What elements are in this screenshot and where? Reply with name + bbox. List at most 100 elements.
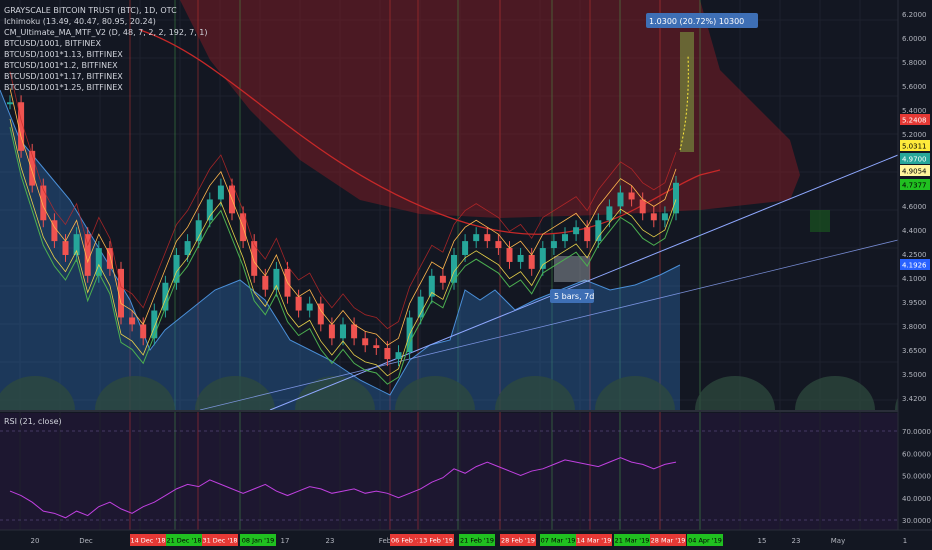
rsi-tick-label: 30.0000: [902, 517, 931, 525]
candle-body: [439, 275, 446, 283]
candle-body: [140, 324, 147, 339]
cycle-arc: [195, 376, 275, 410]
price-tick-label: 4.6000: [902, 203, 927, 211]
bars-label-box: [550, 289, 594, 303]
cycle-arc: [695, 376, 775, 410]
price-tag: [900, 153, 930, 164]
date-tag: [130, 534, 166, 546]
rsi-line: [9, 457, 677, 519]
candle-body: [295, 296, 302, 311]
price-tag-label: 4.1926: [902, 262, 927, 270]
date-tag: [202, 534, 238, 546]
candle-body: [639, 199, 646, 214]
indicator-legend: BTCUSD/1001*1.13, BITFINEX: [4, 50, 123, 59]
candle-body: [84, 234, 91, 276]
ichimoku-cloud-green: [810, 210, 830, 232]
band-yellow: [9, 118, 677, 377]
date-tag-label: 28 Mar '19: [651, 537, 686, 545]
date-tag-label: 28 Feb '19: [501, 537, 535, 545]
measure-label: 1.0300 (20.72%) 10300: [649, 17, 744, 26]
candle-body: [118, 268, 124, 318]
price-tag-label: 4.9054: [902, 168, 927, 176]
price-tag-label: 4.9700: [902, 156, 927, 164]
time-tick-label: 15: [758, 537, 767, 545]
trend-line-lower: [199, 239, 899, 411]
price-tick-label: 5.2000: [902, 131, 927, 139]
candle-body: [650, 213, 657, 221]
candle-body: [162, 282, 169, 311]
candle-body: [617, 192, 624, 207]
price-tag-label: 5.0311: [902, 143, 927, 151]
band-upper-red: [9, 71, 677, 330]
candle-body: [451, 254, 457, 283]
candle-body: [673, 182, 679, 214]
price-tick-label: 3.6500: [902, 347, 927, 355]
candle-body: [539, 248, 546, 269]
candle-body: [550, 241, 557, 249]
price-tag-label: 4.7377: [902, 182, 927, 190]
price-tick-label: 5.4000: [902, 107, 927, 115]
price-tag: [900, 179, 930, 190]
candle-body: [362, 338, 369, 346]
date-tag-label: 21 Mar '19: [615, 537, 650, 545]
time-tick-label: 20: [31, 537, 40, 545]
date-tag-label: 21 Dec '18: [166, 537, 201, 545]
date-tag-label: 13 Feb '19: [419, 537, 453, 545]
rsi-pane-background: [0, 413, 898, 530]
candle-body: [106, 248, 113, 269]
indicator-legend: BTCUSD/1001, BITFINEX: [4, 39, 101, 48]
cycle-arc: [595, 376, 675, 410]
rsi-label: RSI (21, close): [4, 417, 62, 426]
indicator-legend: BTCUSD/1001*1.17, BITFINEX: [4, 72, 123, 81]
bars-box: [554, 256, 590, 282]
cycle-arc: [295, 376, 375, 410]
candle-body: [40, 185, 47, 221]
cycle-arc: [95, 376, 175, 410]
date-tag: [459, 534, 495, 546]
candle-body: [428, 275, 435, 297]
price-tag: [900, 259, 930, 270]
time-tick-label: Dec: [79, 537, 93, 545]
date-tag-label: 07 Mar '19: [541, 537, 576, 545]
indicator-legend: BTCUSD/1001*1.25, BITFINEX: [4, 83, 123, 92]
indicator-legend: CM_Ultimate_MA_MTF_V2 (D, 48, 7, 2, 2, 1…: [4, 28, 207, 37]
time-tick-label: May: [831, 537, 845, 545]
date-tag-label: 06 Feb '19: [391, 537, 425, 545]
candle-body: [7, 102, 13, 105]
projection-arrow: [679, 54, 689, 151]
indicator-legend: BTCUSD/1001*1.2, BITFINEX: [4, 61, 118, 70]
bars-label: 5 bars, 7d: [554, 292, 594, 301]
candle-body: [395, 352, 402, 360]
price-tick-label: 4.1000: [902, 275, 927, 283]
price-tag: [900, 114, 930, 125]
candle-body: [273, 268, 280, 290]
candle-body: [206, 199, 213, 221]
candle-body: [628, 192, 635, 200]
candle-body: [517, 254, 524, 262]
candle-body: [462, 241, 469, 255]
date-tag-label: 21 Feb '19: [460, 537, 494, 545]
cycle-arc: [495, 376, 575, 410]
rsi-tick-label: 40.0000: [902, 495, 931, 503]
candle-body: [217, 185, 224, 200]
price-axis-background: [898, 0, 932, 550]
candle-body: [473, 234, 480, 242]
date-tag-label: 08 Jan '19: [242, 537, 274, 545]
candle-body: [351, 324, 358, 339]
candle-body: [18, 102, 25, 151]
rsi-tick-label: 70.0000: [902, 428, 931, 436]
candle-body: [661, 213, 668, 221]
rsi-tick-label: 60.0000: [902, 450, 931, 458]
cycle-arc: [795, 376, 875, 410]
time-tick-label: 17: [281, 537, 290, 545]
candle-body: [484, 234, 491, 242]
candle-body: [317, 303, 324, 325]
price-tag: [900, 140, 930, 151]
date-tag: [614, 534, 650, 546]
date-tag: [650, 534, 686, 546]
price-tick-label: 4.4000: [902, 227, 927, 235]
candle-body: [584, 227, 591, 242]
candle-body: [384, 348, 391, 360]
